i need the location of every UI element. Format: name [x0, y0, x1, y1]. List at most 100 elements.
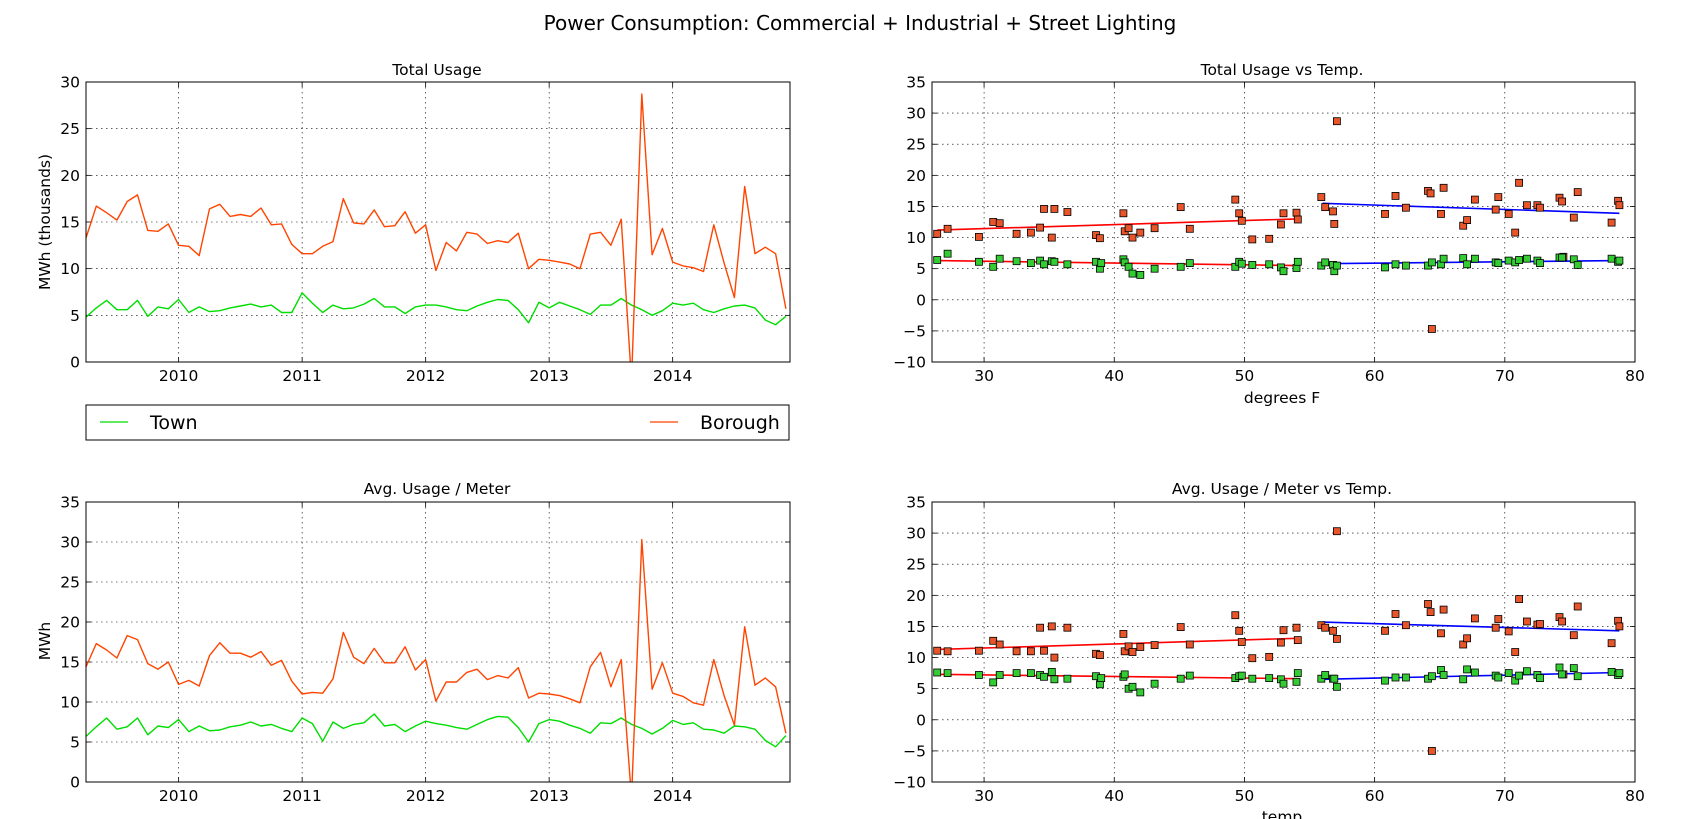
- point-borough: [1333, 117, 1341, 126]
- point-borough: [1027, 647, 1035, 656]
- point-borough: [1050, 204, 1059, 213]
- y-tick-label: 5: [70, 307, 80, 325]
- point-borough: [1607, 218, 1616, 227]
- panel-total-usage-vs-temp: Total Usage vs Temp. degrees F 30 40 50 60 7…: [893, 61, 1645, 407]
- fit-line-borough: [1322, 621, 1620, 632]
- point-borough: [1536, 203, 1544, 212]
- legend: Town Borough: [85, 404, 790, 441]
- x-tick-label: 60: [1365, 367, 1385, 385]
- point-borough: [1615, 201, 1624, 210]
- point-town: [1463, 665, 1471, 674]
- point-borough: [1136, 228, 1145, 237]
- panel-title-total-usage: Total Usage: [391, 61, 481, 79]
- point-town: [1471, 668, 1479, 677]
- point-town: [1391, 260, 1400, 269]
- point-town: [1136, 270, 1145, 279]
- point-town: [1428, 258, 1436, 267]
- figure-title: Power Consumption: Commercial + Industri…: [544, 11, 1177, 35]
- point-borough: [1293, 636, 1302, 644]
- point-borough: [1333, 635, 1341, 643]
- point-borough: [1063, 623, 1072, 632]
- point-town: [1391, 673, 1400, 682]
- x-tick-label: 50: [1235, 787, 1255, 805]
- point-borough: [1494, 193, 1503, 202]
- point-borough: [1439, 605, 1448, 614]
- point-town: [943, 669, 952, 677]
- point-borough: [1402, 621, 1410, 630]
- point-town: [1381, 676, 1389, 685]
- y-tick-label: 0: [70, 774, 80, 792]
- point-borough: [1277, 638, 1285, 647]
- point-town: [1523, 667, 1531, 676]
- point-town: [1265, 260, 1274, 269]
- point-town: [1333, 261, 1341, 270]
- x-tick-label: 2012: [406, 787, 445, 805]
- point-borough: [1128, 648, 1137, 656]
- point-town: [1573, 260, 1582, 269]
- legend-label-borough: Borough: [700, 412, 780, 434]
- y-tick-label: 25: [906, 136, 926, 154]
- xlabel-degrees-f: degrees F: [1244, 389, 1320, 407]
- ylabel-avg-usage-meter: MWh: [36, 622, 54, 661]
- point-town: [1124, 262, 1133, 271]
- point-borough: [1293, 215, 1302, 224]
- y-tick-label: 5: [916, 260, 926, 278]
- point-town: [1063, 674, 1072, 683]
- point-borough: [1185, 640, 1194, 649]
- point-town: [1330, 674, 1339, 683]
- point-town: [1471, 254, 1479, 263]
- point-town: [1248, 674, 1257, 683]
- x-tick-label: 80: [1625, 367, 1645, 385]
- y-tick-label: 25: [60, 120, 80, 138]
- y-tick-label: 5: [70, 734, 80, 752]
- point-borough: [1329, 207, 1337, 216]
- point-borough: [943, 224, 952, 233]
- point-borough: [1426, 608, 1435, 616]
- point-town: [975, 257, 983, 266]
- point-town: [1185, 671, 1194, 680]
- panel-avg-usage-meter-vs-temp: Avg. Usage / Meter vs Temp. temp 30 40 50 6…: [893, 480, 1645, 819]
- x-tick-label: 2012: [406, 367, 445, 385]
- point-borough: [1231, 195, 1240, 204]
- y-tick-label: 15: [906, 618, 926, 636]
- point-town: [1292, 677, 1301, 686]
- point-town: [1607, 254, 1616, 263]
- point-town: [1321, 258, 1330, 267]
- point-borough: [933, 229, 942, 238]
- point-town: [933, 256, 942, 264]
- y-tick-label: −10: [893, 354, 926, 372]
- point-borough: [1279, 209, 1288, 218]
- point-town: [1279, 679, 1288, 688]
- y-tick-label: 10: [60, 694, 80, 712]
- point-borough: [1235, 209, 1244, 218]
- point-borough: [1569, 631, 1578, 640]
- y-tick-label: 20: [60, 614, 80, 632]
- point-borough: [1459, 640, 1468, 649]
- point-town: [1237, 671, 1246, 680]
- x-tick-label: 2014: [653, 367, 692, 385]
- point-town: [1185, 259, 1194, 268]
- y-tick-label: 30: [906, 525, 926, 543]
- x-tick-label: 30: [974, 367, 994, 385]
- point-borough: [1428, 325, 1436, 333]
- point-borough: [1047, 622, 1056, 631]
- point-town: [1494, 673, 1503, 682]
- point-town: [1050, 675, 1059, 684]
- x-tick-label: 2011: [282, 367, 321, 385]
- point-town: [1128, 269, 1137, 278]
- point-borough: [1459, 221, 1468, 230]
- point-town: [1279, 267, 1288, 276]
- point-borough: [1463, 634, 1471, 643]
- y-tick-label: 10: [906, 229, 926, 247]
- point-borough: [1381, 209, 1389, 218]
- point-borough: [1439, 183, 1448, 192]
- point-borough: [933, 646, 942, 655]
- point-town: [1150, 679, 1159, 688]
- y-tick-label: 30: [60, 74, 80, 92]
- point-town: [1504, 669, 1513, 677]
- point-town: [1012, 669, 1021, 677]
- point-town: [1459, 675, 1468, 684]
- point-borough: [1096, 234, 1104, 243]
- point-borough: [975, 646, 983, 655]
